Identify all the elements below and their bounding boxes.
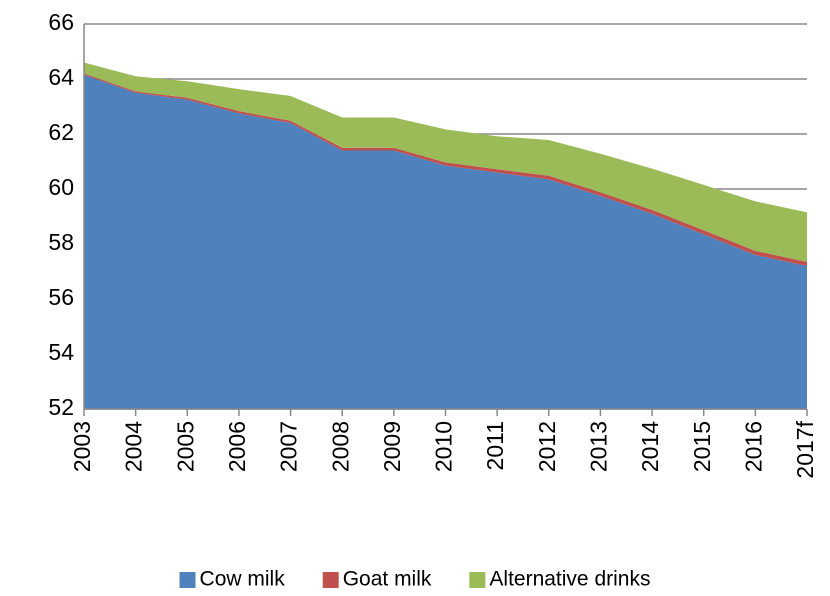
y-tick-label: 66: [48, 9, 74, 35]
x-tick-label: 2013: [586, 421, 612, 472]
y-tick-label: 64: [48, 64, 74, 90]
legend-label: Cow milk: [200, 568, 286, 591]
legend-label: Alternative drinks: [489, 568, 650, 591]
area: [84, 74, 807, 409]
x-tick-label: 2014: [637, 421, 663, 472]
y-tick-label: 62: [48, 119, 74, 145]
x-tick-label: 2015: [689, 421, 715, 472]
x-tick-label: 2006: [224, 421, 250, 472]
x-tick-label: 2012: [534, 421, 560, 472]
x-tick-label: 2003: [69, 421, 95, 472]
legend-swatch: [179, 572, 196, 588]
x-tick-label: 2011: [482, 421, 508, 470]
x-tick-label: 2007: [276, 421, 302, 472]
legend-label: Goat milk: [343, 568, 432, 591]
x-tick-label: 2010: [431, 421, 457, 472]
x-tick-label: 2004: [121, 421, 147, 472]
x-tick-label: 2016: [740, 421, 766, 472]
area: [84, 73, 807, 266]
y-tick-label: 52: [48, 394, 74, 420]
x-tick-label: 2009: [379, 421, 405, 472]
y-tick-label: 56: [48, 284, 74, 310]
x-tick-label: 2005: [172, 421, 198, 472]
x-tick-label: 2017f: [792, 420, 818, 478]
y-tick-label: 58: [48, 229, 74, 255]
legend-swatch: [469, 572, 486, 588]
y-tick-label: 60: [48, 174, 74, 200]
x-tick-label: 2008: [327, 421, 353, 472]
area: [84, 62, 807, 262]
legend-swatch: [322, 572, 339, 588]
y-tick-label: 54: [48, 339, 74, 365]
legend: Cow milk Goat milk Alternative drinks: [179, 568, 650, 591]
